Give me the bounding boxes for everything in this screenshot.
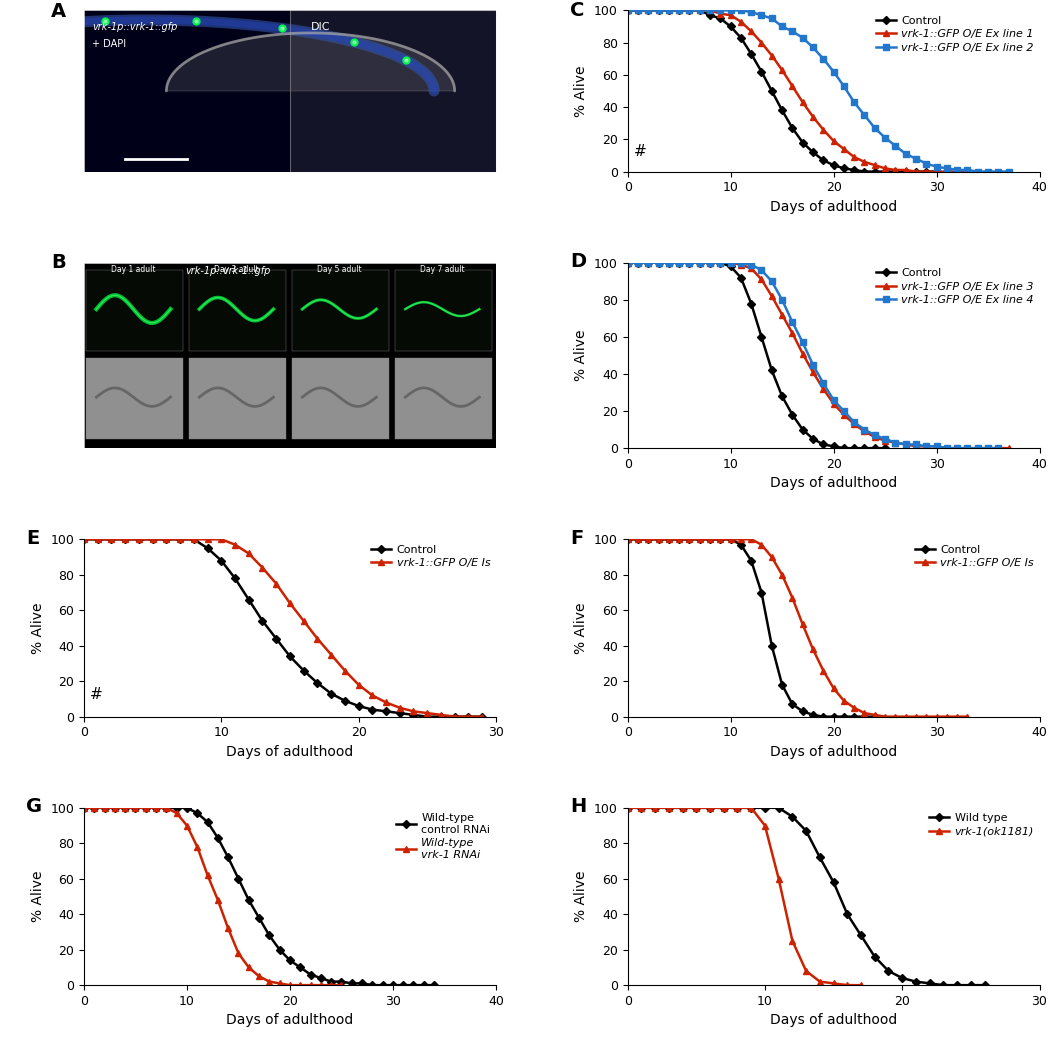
Legend: Control, vrk-1::GFP O/E Is: Control, vrk-1::GFP O/E Is xyxy=(366,540,495,572)
Text: A: A xyxy=(51,2,66,22)
Y-axis label: % Alive: % Alive xyxy=(574,871,588,922)
Bar xyxy=(292,270,388,351)
Text: G: G xyxy=(26,797,42,816)
Legend: Control, vrk-1::GFP O/E Ex line 1, vrk-1::GFP O/E Ex line 2: Control, vrk-1::GFP O/E Ex line 1, vrk-1… xyxy=(872,11,1038,57)
Text: E: E xyxy=(26,529,40,548)
Text: Day 1 adult: Day 1 adult xyxy=(111,265,155,274)
X-axis label: Days of adulthood: Days of adulthood xyxy=(770,745,897,759)
Legend: Wild-type
control RNAi, Wild-type
vrk-1 RNAi: Wild-type control RNAi, Wild-type vrk-1 … xyxy=(392,809,495,865)
Bar xyxy=(86,358,183,439)
X-axis label: Days of adulthood: Days of adulthood xyxy=(770,1013,897,1028)
X-axis label: Days of adulthood: Days of adulthood xyxy=(770,200,897,214)
Text: B: B xyxy=(51,253,66,273)
Text: C: C xyxy=(570,1,585,20)
Bar xyxy=(189,358,286,439)
X-axis label: Days of adulthood: Days of adulthood xyxy=(770,476,897,491)
Text: Day 3 adult: Day 3 adult xyxy=(214,265,258,274)
Text: DIC: DIC xyxy=(311,22,330,32)
X-axis label: Days of adulthood: Days of adulthood xyxy=(227,1013,354,1028)
Y-axis label: % Alive: % Alive xyxy=(30,871,45,922)
Text: D: D xyxy=(570,252,586,271)
Y-axis label: % Alive: % Alive xyxy=(574,330,588,382)
Legend: Control, vrk-1::GFP O/E Ex line 3, vrk-1::GFP O/E Ex line 4: Control, vrk-1::GFP O/E Ex line 3, vrk-1… xyxy=(872,263,1038,309)
Text: Day 7 adult: Day 7 adult xyxy=(420,265,465,274)
Bar xyxy=(86,270,183,351)
Text: vrk-1p::vrk-1::gfp: vrk-1p::vrk-1::gfp xyxy=(92,22,177,32)
Legend: Control, vrk-1::GFP O/E Is: Control, vrk-1::GFP O/E Is xyxy=(910,540,1038,572)
Text: Day 5 adult: Day 5 adult xyxy=(317,265,361,274)
Legend: Wild type, vrk-1(ok1181): Wild type, vrk-1(ok1181) xyxy=(925,809,1038,841)
Y-axis label: % Alive: % Alive xyxy=(30,602,45,653)
Y-axis label: % Alive: % Alive xyxy=(574,602,588,653)
X-axis label: Days of adulthood: Days of adulthood xyxy=(227,745,354,759)
Text: + DAPI: + DAPI xyxy=(92,39,126,50)
Bar xyxy=(189,270,286,351)
Text: F: F xyxy=(570,529,583,548)
Text: H: H xyxy=(570,797,586,816)
Polygon shape xyxy=(166,33,455,91)
Text: vrk-1p::vrk-1::gfp: vrk-1p::vrk-1::gfp xyxy=(186,267,271,277)
Text: #: # xyxy=(90,688,103,702)
Bar xyxy=(292,358,388,439)
Text: #: # xyxy=(634,144,647,159)
Bar xyxy=(395,358,491,439)
Y-axis label: % Alive: % Alive xyxy=(574,65,588,117)
Bar xyxy=(395,270,491,351)
